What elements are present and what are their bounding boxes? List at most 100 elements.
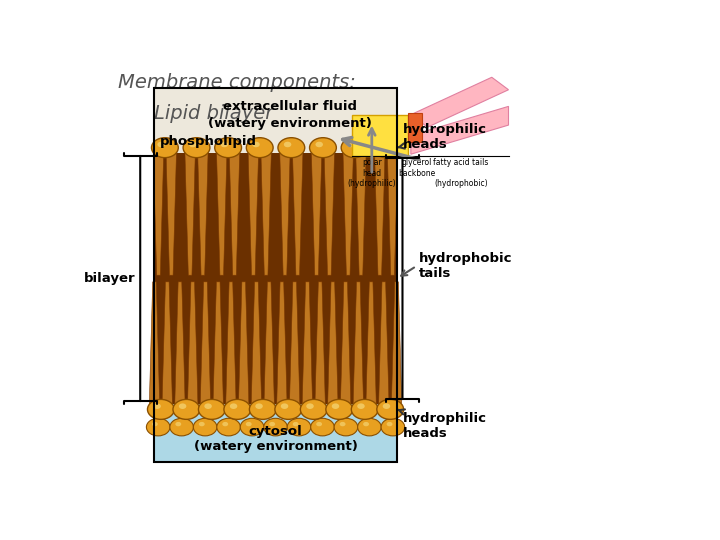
Polygon shape <box>354 282 364 403</box>
Circle shape <box>183 138 210 158</box>
Polygon shape <box>292 154 303 275</box>
Circle shape <box>252 141 260 147</box>
Circle shape <box>249 400 276 420</box>
Circle shape <box>170 418 194 436</box>
Bar <box>408 113 422 141</box>
Circle shape <box>199 422 204 426</box>
Bar <box>154 87 397 462</box>
Circle shape <box>284 141 292 147</box>
Polygon shape <box>392 282 402 403</box>
Circle shape <box>373 138 400 158</box>
Circle shape <box>264 418 287 436</box>
Circle shape <box>153 403 161 409</box>
Polygon shape <box>198 154 208 275</box>
Bar <box>154 404 397 462</box>
Circle shape <box>387 422 392 426</box>
Circle shape <box>230 403 238 409</box>
Circle shape <box>381 418 405 436</box>
Circle shape <box>189 141 197 147</box>
Text: cytosol: cytosol <box>248 424 302 438</box>
Polygon shape <box>379 282 389 403</box>
Circle shape <box>306 403 314 409</box>
Text: polar
head
(hydrophilic): polar head (hydrophilic) <box>348 158 396 188</box>
Circle shape <box>240 418 264 436</box>
Circle shape <box>152 422 158 426</box>
Circle shape <box>293 422 299 426</box>
Circle shape <box>357 403 365 409</box>
Polygon shape <box>200 282 211 403</box>
Circle shape <box>377 400 404 420</box>
Circle shape <box>204 403 212 409</box>
Bar <box>154 153 397 404</box>
Circle shape <box>220 141 228 147</box>
Circle shape <box>281 403 288 409</box>
Polygon shape <box>276 282 287 403</box>
Polygon shape <box>280 154 290 275</box>
Polygon shape <box>153 154 163 275</box>
Text: Membrane components:: Membrane components: <box>118 73 356 92</box>
Circle shape <box>146 418 170 436</box>
Text: phospholipid: phospholipid <box>160 135 257 148</box>
Circle shape <box>332 403 339 409</box>
Bar <box>352 114 408 156</box>
Polygon shape <box>411 106 508 154</box>
Text: (watery environment): (watery environment) <box>194 440 357 453</box>
Circle shape <box>176 422 181 426</box>
Circle shape <box>148 400 174 420</box>
Circle shape <box>256 403 263 409</box>
Polygon shape <box>213 282 223 403</box>
Polygon shape <box>315 282 325 403</box>
Circle shape <box>246 422 252 426</box>
Polygon shape <box>366 282 377 403</box>
Circle shape <box>383 403 390 409</box>
Polygon shape <box>226 282 236 403</box>
Polygon shape <box>264 282 274 403</box>
Polygon shape <box>185 154 195 275</box>
Circle shape <box>334 418 358 436</box>
Circle shape <box>151 138 179 158</box>
Text: (watery environment): (watery environment) <box>208 117 372 130</box>
Circle shape <box>287 418 311 436</box>
Circle shape <box>311 418 334 436</box>
Circle shape <box>278 138 305 158</box>
Text: hydrophobic
tails: hydrophobic tails <box>419 252 513 280</box>
Circle shape <box>315 141 323 147</box>
Polygon shape <box>217 154 227 275</box>
Circle shape <box>351 400 378 420</box>
Polygon shape <box>188 282 198 403</box>
Polygon shape <box>251 282 261 403</box>
Polygon shape <box>230 154 240 275</box>
Circle shape <box>224 400 251 420</box>
Text: Lipid bilayer: Lipid bilayer <box>154 104 274 123</box>
Circle shape <box>340 422 346 426</box>
Polygon shape <box>411 77 508 127</box>
Polygon shape <box>238 282 249 403</box>
Circle shape <box>194 418 217 436</box>
Circle shape <box>246 138 273 158</box>
Text: glycerol
backbone: glycerol backbone <box>398 158 435 178</box>
Circle shape <box>269 422 275 426</box>
Polygon shape <box>328 282 338 403</box>
Polygon shape <box>302 282 312 403</box>
Text: bilayer: bilayer <box>84 272 135 285</box>
Polygon shape <box>341 282 351 403</box>
Circle shape <box>310 138 336 158</box>
Circle shape <box>217 418 240 436</box>
Polygon shape <box>343 154 354 275</box>
Polygon shape <box>149 282 160 403</box>
Circle shape <box>379 141 386 147</box>
Bar <box>154 87 397 153</box>
Circle shape <box>300 400 327 420</box>
Circle shape <box>358 418 381 436</box>
Text: hydrophilic
heads: hydrophilic heads <box>397 409 487 440</box>
Circle shape <box>347 141 354 147</box>
Text: extracellular fluid: extracellular fluid <box>223 100 357 113</box>
Circle shape <box>363 422 369 426</box>
Polygon shape <box>175 282 185 403</box>
Text: hydrophilic
heads: hydrophilic heads <box>397 123 487 151</box>
Circle shape <box>316 422 322 426</box>
Circle shape <box>326 400 353 420</box>
Circle shape <box>179 403 186 409</box>
Polygon shape <box>162 282 172 403</box>
Polygon shape <box>166 154 176 275</box>
